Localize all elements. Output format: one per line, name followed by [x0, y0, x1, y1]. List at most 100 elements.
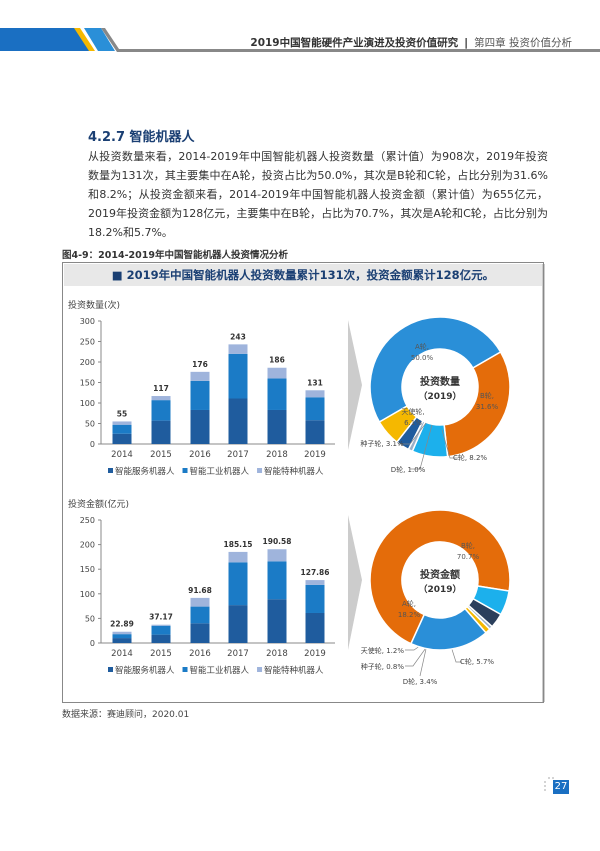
- bar-total-label: 127.86: [301, 568, 330, 577]
- x-tick-label: 2014: [111, 450, 133, 460]
- bar-total-label: 185.15: [224, 540, 253, 549]
- legend-label: 智能工业机器人: [190, 466, 250, 477]
- y-tick-label: 50: [85, 420, 95, 429]
- bar-total-label: 190.58: [263, 537, 292, 546]
- bar-segment-1: [112, 638, 132, 643]
- x-tick-label: 2019: [304, 649, 326, 659]
- bar-segment-2: [112, 634, 132, 639]
- bar-segment-3: [112, 631, 132, 635]
- bar-segment-2: [267, 561, 287, 600]
- bar-segment-2: [305, 397, 325, 421]
- legend-label: 智能特种机器人: [264, 466, 324, 477]
- pie-slice-B轮: [369, 509, 511, 645]
- bar-segment-1: [151, 634, 171, 643]
- figure-caption: 图4-9：2014-2019年中国智能机器人投资情况分析: [62, 250, 288, 261]
- bar-segment-2: [112, 424, 132, 434]
- data-source: 数据来源：赛迪顾问，2020.01: [62, 710, 190, 720]
- pie-slice-A轮: [409, 607, 488, 651]
- bar-segment-3: [305, 390, 325, 398]
- pie-label: 31.6%: [476, 403, 499, 411]
- bar-segment-2: [305, 584, 325, 613]
- y-tick-label: 100: [80, 590, 95, 599]
- bar-segment-1: [190, 409, 210, 444]
- pie-label: 18.2%: [398, 611, 421, 619]
- leader-line: [398, 422, 427, 445]
- bar-total-label: 117: [153, 384, 169, 393]
- bar-segment-1: [305, 420, 325, 444]
- leader-line: [441, 429, 458, 459]
- pie-label: 70.7%: [457, 553, 480, 561]
- x-tick-label: 2015: [150, 649, 172, 659]
- pie-label: D轮, 1.0%: [391, 465, 426, 474]
- bar-total-label: 37.17: [149, 613, 173, 622]
- x-tick-label: 2014: [111, 649, 133, 659]
- pie-slice-B轮: [443, 350, 511, 458]
- legend-swatch: [182, 667, 188, 672]
- x-tick-label: 2017: [227, 649, 249, 659]
- bar-segment-1: [228, 398, 248, 444]
- bar-segment-3: [267, 549, 287, 562]
- pie-center-subtitle: （2019）: [418, 584, 461, 595]
- x-tick-label: 2016: [189, 450, 211, 460]
- bar-segment-3: [151, 396, 171, 401]
- pie-slice-A轮: [369, 316, 502, 424]
- y-tick-label: 50: [85, 614, 95, 623]
- y-tick-label: 300: [80, 317, 95, 326]
- bar-total-label: 22.89: [110, 620, 134, 629]
- legend-label: 智能特种机器人: [264, 665, 324, 676]
- bar-segment-2: [267, 378, 287, 410]
- pie-label: D轮, 3.4%: [403, 677, 438, 686]
- chapter-title: 第四章 投资价值分析: [474, 37, 572, 49]
- bar-total-label: 55: [117, 409, 127, 418]
- bar-segment-1: [190, 623, 210, 643]
- pie-center-title: 投资数量: [420, 375, 460, 388]
- bar-segment-3: [228, 344, 248, 354]
- bar-segment-2: [228, 562, 248, 606]
- leader-line: [410, 424, 433, 470]
- report-title: 2019中国智能硬件产业演进及投资价值研究: [250, 37, 459, 49]
- bar-segment-1: [228, 605, 248, 643]
- figure-box: [62, 262, 544, 703]
- bar-segment-1: [305, 612, 325, 643]
- bar-total-label: 91.68: [188, 586, 212, 595]
- pie-label: C轮, 8.2%: [453, 453, 487, 462]
- bar-segment-2: [190, 380, 210, 410]
- legend-swatch: [108, 468, 113, 473]
- bar-segment-2: [190, 606, 210, 624]
- bar-segment-3: [151, 624, 171, 626]
- bar-segment-3: [305, 580, 325, 585]
- bar-segment-3: [190, 597, 210, 607]
- y-axis-label: 投资数量(次): [68, 299, 120, 311]
- bar-segment-2: [151, 400, 171, 421]
- y-tick-label: 250: [80, 516, 95, 525]
- bar-total-label: 176: [192, 360, 208, 369]
- header-stripes: [0, 28, 600, 52]
- bar-total-label: 131: [307, 378, 323, 387]
- pie-center-subtitle: （2019）: [418, 391, 461, 402]
- pie-center-title: 投资金额: [420, 568, 460, 581]
- pie-label: B轮,: [480, 391, 494, 400]
- pie-label: B轮,: [461, 541, 475, 550]
- x-tick-label: 2017: [227, 450, 249, 460]
- arrow-shape: [348, 320, 362, 450]
- y-axis-label: 投资金额(亿元): [68, 498, 129, 510]
- bar-segment-1: [267, 409, 287, 444]
- pie-label: 种子轮, 3.1%: [360, 439, 404, 448]
- bar-segment-3: [228, 551, 248, 563]
- y-tick-label: 100: [80, 399, 95, 408]
- legend-label: 智能工业机器人: [190, 665, 250, 676]
- legend-swatch: [257, 667, 263, 672]
- pie-label: A轮,: [402, 599, 416, 608]
- body-paragraph: 从投资数量来看，2014-2019年中国智能机器人投资数量（累计值）为908次，…: [88, 147, 548, 242]
- x-tick-label: 2016: [189, 649, 211, 659]
- legend-label: 智能服务机器人: [115, 665, 175, 676]
- pie-label: 6.1%: [404, 419, 422, 427]
- figure-banner: ■ 2019年中国智能机器人投资数量累计131次，投资金额累计128亿元。: [64, 264, 542, 286]
- y-tick-label: 200: [80, 541, 95, 550]
- bar-segment-2: [151, 625, 171, 635]
- page-number: 27: [553, 780, 569, 794]
- bar-segment-1: [267, 599, 287, 643]
- page-corner-mark: [544, 777, 556, 792]
- y-tick-label: 150: [80, 379, 95, 388]
